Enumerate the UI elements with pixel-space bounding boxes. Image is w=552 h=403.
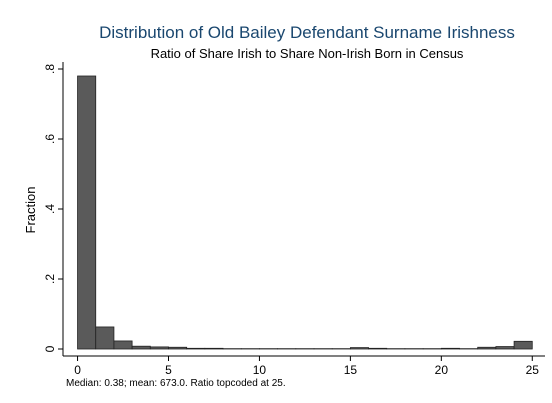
x-tick-label: 10 (253, 363, 267, 377)
bar (168, 346, 188, 350)
bar (149, 346, 169, 350)
y-tick-label: .2 (43, 274, 57, 284)
bar (349, 347, 369, 350)
bar (113, 340, 133, 350)
bar (477, 346, 497, 350)
bar (131, 345, 151, 350)
y-tick-label: .6 (43, 134, 57, 144)
bar (440, 347, 460, 350)
bar (495, 346, 515, 350)
bar (186, 347, 206, 350)
bar (513, 340, 533, 350)
chart-title: Distribution of Old Bailey Defendant Sur… (99, 23, 515, 42)
x-tick-label: 5 (165, 363, 172, 377)
bar (368, 347, 388, 350)
x-tick-label: 20 (435, 363, 449, 377)
bar (77, 75, 97, 350)
x-tick-label: 15 (344, 363, 358, 377)
note: Median: 0.38; mean: 673.0. Ratio topcode… (66, 378, 286, 389)
bar (95, 326, 115, 350)
y-tick-label: .4 (43, 204, 57, 214)
y-tick-label: 0 (43, 345, 57, 352)
x-tick-label: 25 (526, 363, 540, 377)
x-tick-label: 0 (74, 363, 81, 377)
y-tick-label: .8 (43, 64, 57, 74)
bar (204, 347, 224, 350)
chart-subtitle: Ratio of Share Irish to Share Non-Irish … (151, 46, 464, 61)
y-axis-label: Fraction (23, 187, 38, 234)
